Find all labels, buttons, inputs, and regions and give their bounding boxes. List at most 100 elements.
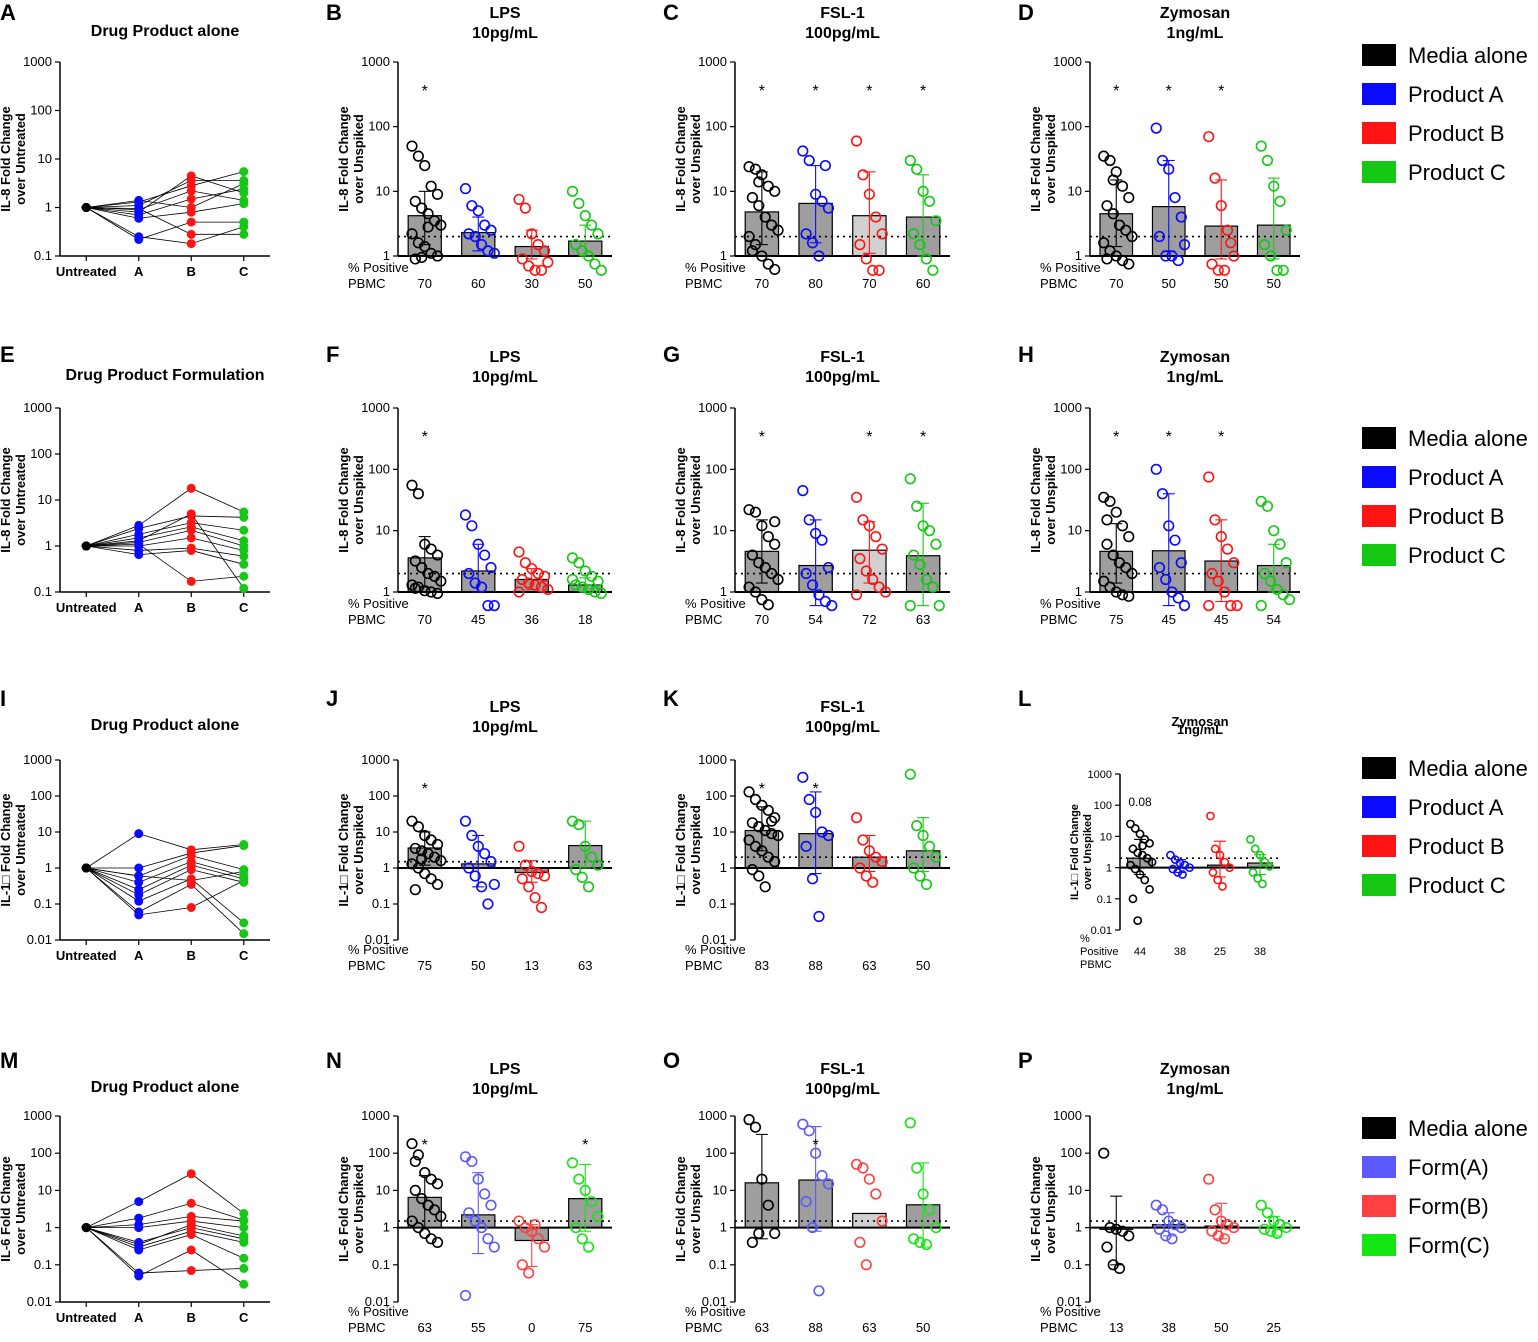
data-point [186,1198,196,1208]
data-point [759,881,771,893]
data-point [1172,592,1184,604]
pct-label: % Positive [685,260,746,275]
data-point [431,1178,444,1190]
significance-star: * [920,83,926,100]
data-point [923,195,936,207]
data-point [81,203,91,212]
pct-value: 50 [916,1320,930,1335]
data-point [406,579,418,591]
y-tick-label: 1000 [361,752,390,767]
legend-swatch [1362,1117,1396,1139]
data-point [930,1221,942,1234]
significance-star: * [759,429,765,446]
x-tick-label: C [239,264,249,279]
data-point [756,594,768,606]
data-point [1271,1227,1283,1239]
data-point [422,208,434,220]
data-point [239,571,249,581]
data-point [1225,863,1234,872]
data-point [923,840,936,852]
data-point [488,1241,500,1253]
data-point [482,1233,494,1245]
data-point [1138,841,1147,851]
y-tick-label: 0.01 [27,1294,52,1309]
chart-title: Drug Product alone [91,717,240,734]
data-point [532,239,544,251]
data-point [485,1199,497,1211]
y-tick-label: 10 [1068,523,1082,538]
data-point [1156,1204,1169,1216]
chart-title: Zymosan [1160,1061,1230,1078]
series-line [86,867,245,924]
data-point [904,600,916,612]
data-point [1255,600,1267,612]
data-point [1180,860,1190,870]
data-point [927,581,939,593]
data-point [1258,567,1271,580]
data-point [570,579,582,591]
data-point [1169,534,1181,546]
data-point [479,848,491,860]
data-point [488,600,500,612]
data-point [409,253,421,265]
data-point [822,1178,835,1190]
data-point [914,558,926,571]
chart-title: Zymosan [1160,5,1230,22]
data-point [576,1233,588,1245]
data-point [419,867,431,880]
data-point [239,1279,249,1289]
x-tick-label: C [239,600,249,615]
y-tick-label: 0.1 [34,584,52,599]
data-point [186,533,196,543]
pct-label: PBMC [685,958,723,973]
data-point [1277,264,1289,276]
y-axis-label-line: IL-1□ Fold Change [1069,804,1081,900]
data-point [1101,253,1113,265]
data-point [759,561,771,574]
series-line [85,867,244,916]
pct-value: 75 [1109,612,1123,627]
data-point [582,583,595,596]
data-point [516,1259,528,1271]
y-axis-label: IL-6 Fold Changeover Unspiked [336,1156,366,1261]
series-line [86,171,244,208]
data-point [766,567,778,580]
data-point [1153,1223,1166,1235]
data-point [412,488,424,500]
data-point [582,881,595,893]
data-point [803,793,815,806]
y-axis-label: IL-8 Fold Changeover Untreated [0,447,28,552]
legend-row-1: Media alone Product A Product B Product C [1362,43,1528,185]
data-point [1258,1223,1271,1235]
data-point [186,509,196,519]
data-point [873,264,885,276]
panel-letter: F [326,342,339,367]
data-point [532,867,544,880]
y-tick-label: 1000 [23,752,52,767]
y-axis-label: IL-1□ Fold Changeover Unspiked [673,793,703,906]
data-point [816,534,828,546]
data-point [1212,264,1224,276]
data-point [416,202,428,214]
data-point [753,870,765,882]
data-point [469,230,481,243]
pct-value: 75 [578,1320,592,1335]
data-point [746,1236,758,1249]
y-tick-label: 0.01 [365,1294,390,1309]
data-point [435,575,447,587]
data-point [1268,525,1280,537]
data-point [850,1158,863,1170]
y-axis-label-line: over Unspiked [688,1164,703,1254]
data-point [134,863,144,873]
pct-value: 30 [525,276,539,291]
y-tick-label: 1 [720,1220,727,1235]
data-point [589,258,601,270]
chart-title: FSL-1 [820,1061,865,1078]
data-point [239,918,249,928]
data-point [920,253,933,265]
series-line [86,1227,244,1248]
y-axis-label-line: over Untreated [13,1163,28,1255]
y-axis-label: IL-8 Fold Changeover Unspiked [673,447,703,552]
data-point [1271,264,1283,276]
data-point [1098,1147,1110,1159]
